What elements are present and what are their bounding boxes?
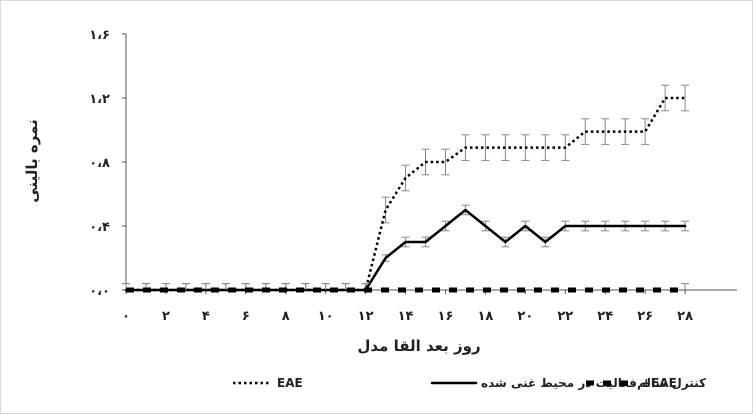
- series-1: [122, 84, 690, 292]
- x-tick-label: ۴: [202, 309, 210, 324]
- series-2: [124, 204, 690, 292]
- y-tick-label: ۱،۲: [89, 92, 110, 107]
- y-tick-labels: ۰،۰ ۰،۴ ۰،۸ ۱،۲ ۱،۶: [89, 28, 110, 299]
- x-tick-label: ۲۸: [677, 309, 693, 324]
- y-tick-label: ۰،۸: [89, 156, 110, 171]
- series-3: [122, 283, 690, 293]
- x-tick-label: ۲۴: [597, 309, 613, 324]
- series-line: [126, 96, 686, 292]
- x-tick-labels: ۰ ۲ ۴ ۶ ۸ ۱۰ ۱۲ ۱۴ ۱۶ ۱۸ ۲۰ ۲۲ ۲۴ ۲۶ ۲۸: [122, 309, 693, 324]
- x-tick-label: ۱۸: [477, 309, 493, 324]
- series-line: [124, 208, 687, 292]
- x-tick-label: ۲۰: [517, 309, 533, 324]
- legend-label: EAE: [277, 376, 303, 390]
- x-tick-label: ۲: [162, 309, 170, 324]
- legend-item-2: فعالیت در محیط غنی شده +EAE: [430, 376, 677, 390]
- x-tick-label: ۱۴: [398, 309, 414, 324]
- y-axis-title: نمره بالینی: [23, 119, 41, 202]
- legend-item-1: EAE: [233, 376, 303, 390]
- x-tick-label: ۱۶: [438, 309, 454, 324]
- y-tick-label: ۰،۰: [89, 284, 110, 299]
- axes-layer: [122, 33, 737, 294]
- legend-item-3: کنترل سالم: [586, 376, 706, 390]
- legend-label: کنترل سالم: [637, 376, 706, 390]
- x-tick-label: ۲۲: [557, 309, 573, 324]
- legend-label: فعالیت در محیط غنی شده +EAE: [481, 376, 677, 390]
- x-tick-label: ۲۶: [637, 309, 653, 324]
- series-layer: [122, 84, 690, 293]
- x-tick-label: ۸: [282, 309, 290, 324]
- x-tick-label: ۶: [242, 309, 250, 324]
- x-tick-label: ۱۲: [358, 309, 374, 324]
- y-tick-label: ۱،۶: [89, 28, 110, 43]
- y-tick-label: ۰،۴: [89, 220, 110, 235]
- x-tick-label: ۰: [122, 309, 130, 324]
- x-axis-title: روز بعد القا مدل: [357, 337, 480, 355]
- x-tick-label: ۱۰: [318, 309, 334, 324]
